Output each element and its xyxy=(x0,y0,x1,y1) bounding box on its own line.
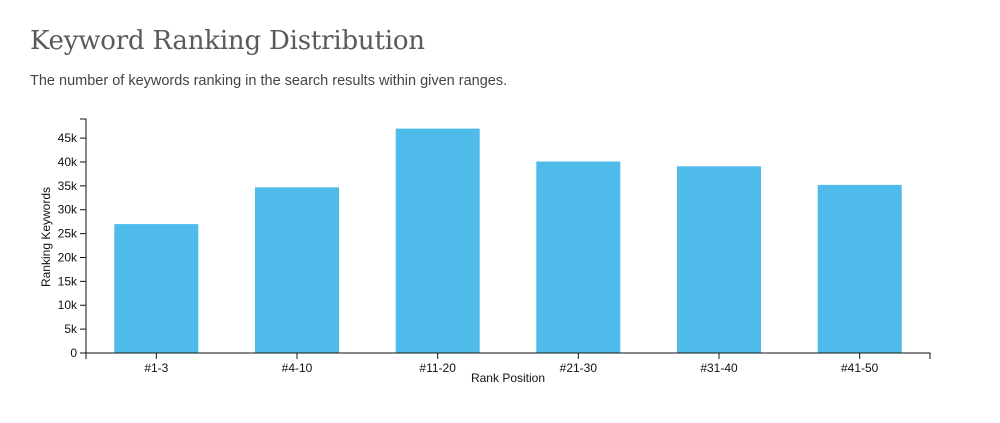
y-tick-label-2: 10k xyxy=(58,298,78,312)
page-title: Keyword Ranking Distribution xyxy=(30,26,425,56)
x-axis-line xyxy=(85,352,931,359)
page-subtitle: The number of keywords ranking in the se… xyxy=(30,73,508,89)
x-axis: #1-3 #4-10 #11-20 #21-30 #31-40 #41-50 Rank P… xyxy=(85,352,931,385)
y-tick-label-3: 15k xyxy=(58,274,78,288)
bars xyxy=(114,128,902,353)
x-ticks: #1-3 #4-10 #11-20 #21-30 #31-40 #41-50 xyxy=(144,353,879,375)
x-tick-label-4: #31-40 xyxy=(700,361,738,375)
y-tick-label-9: 45k xyxy=(58,131,78,145)
y-tick-label-6: 30k xyxy=(58,203,78,217)
bar-1 xyxy=(255,187,339,353)
y-axis-title: Ranking Keywords xyxy=(39,187,53,287)
x-tick-label-1: #4-10 xyxy=(282,361,313,375)
y-tick-label-1: 5k xyxy=(64,322,78,336)
y-tick-label-5: 25k xyxy=(58,227,78,241)
x-tick-label-3: #21-30 xyxy=(560,361,598,375)
y-axis: 0 5k 10k 15k 20k 25k 30k 35k 40k 45k Ranking Keyw… xyxy=(39,118,87,360)
y-tick-label-8: 40k xyxy=(58,155,78,169)
x-tick-label-2: #11-20 xyxy=(419,361,456,375)
y-ticks: 0 5k 10k 15k 20k 25k 30k 35k 40k 45k xyxy=(58,131,86,360)
x-tick-label-5: #41-50 xyxy=(841,361,879,375)
y-axis-line xyxy=(80,118,87,354)
bar-5 xyxy=(817,184,902,353)
x-axis-title: Rank Position xyxy=(471,371,545,385)
bar-4 xyxy=(677,166,761,353)
x-tick-label-0: #1-3 xyxy=(144,361,168,375)
bar-0 xyxy=(114,224,199,353)
y-tick-label-7: 35k xyxy=(58,179,78,193)
y-tick-label-0: 0 xyxy=(70,346,77,360)
bar-3 xyxy=(536,161,621,353)
y-tick-label-4: 20k xyxy=(58,250,78,264)
bar-2 xyxy=(395,128,480,353)
